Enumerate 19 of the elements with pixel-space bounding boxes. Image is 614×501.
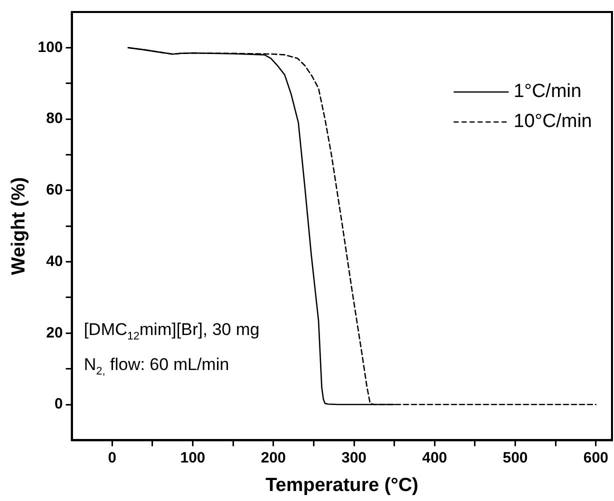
x-tick-label: 500 bbox=[502, 449, 528, 466]
x-axis-title: Temperature (°C) bbox=[265, 474, 418, 496]
x-tick-label: 300 bbox=[341, 449, 367, 466]
annotation: [DMC$_{12}$mim][Br], 30 mg bbox=[84, 320, 260, 343]
y-tick-label: 100 bbox=[38, 38, 63, 56]
x-tick-label: 600 bbox=[583, 449, 608, 466]
x-tick-label: 200 bbox=[260, 449, 286, 466]
annotation: N$_{2,}$ flow: 60 mL/min bbox=[84, 355, 230, 378]
x-tick-label: 0 bbox=[108, 449, 116, 466]
legend-label: 1°C/min bbox=[514, 81, 582, 102]
y-tick-label: 80 bbox=[46, 110, 63, 128]
y-tick-label: 60 bbox=[46, 182, 63, 199]
y-tick-label: 20 bbox=[46, 324, 63, 342]
y-tick-label: 0 bbox=[54, 396, 63, 413]
y-tick-label: 40 bbox=[46, 252, 63, 270]
x-tick-label: 400 bbox=[422, 449, 448, 466]
legend-label: 10°C/min bbox=[514, 111, 592, 132]
x-tick-label: 100 bbox=[180, 449, 206, 466]
y-axis-title: Weight (%) bbox=[8, 177, 30, 276]
